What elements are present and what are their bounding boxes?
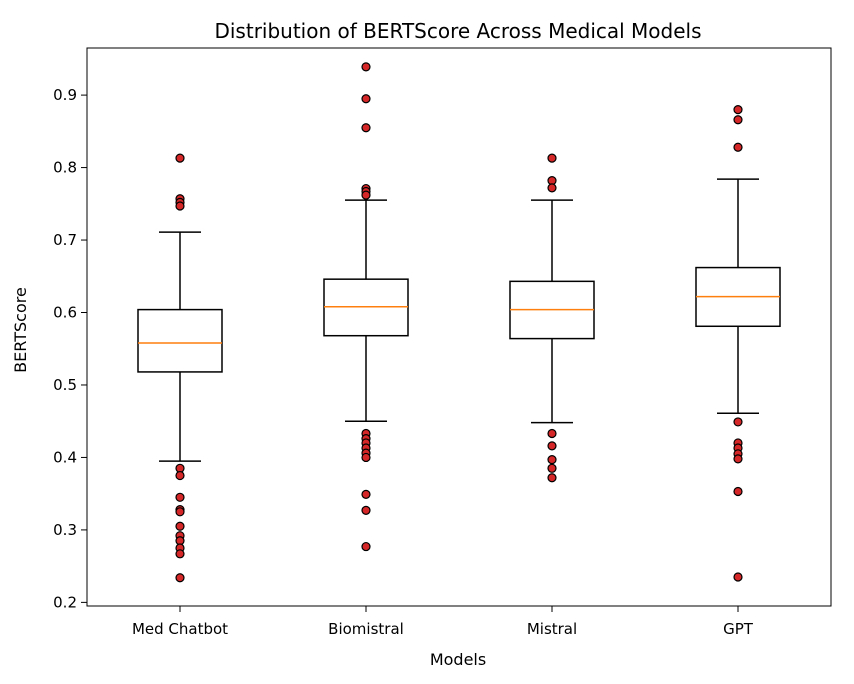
outlier-point	[361, 505, 371, 515]
x-axis: Med Chatbot Biomistral Mistral GPT	[132, 606, 754, 638]
outlier-point	[361, 123, 371, 133]
y-tick-label: 0.5	[53, 376, 77, 394]
axes-frame	[86, 47, 832, 607]
outlier-point	[733, 486, 743, 497]
chart-title: Distribution of BERTScore Across Medical…	[214, 19, 701, 43]
outlier-point	[175, 492, 185, 502]
y-tick-label: 0.9	[53, 86, 77, 104]
outlier-point	[733, 572, 743, 582]
outlier-point	[547, 473, 557, 483]
outlier-point	[361, 94, 371, 104]
outlier-point	[361, 452, 371, 463]
y-tick-label: 0.6	[53, 304, 77, 322]
y-tick-label: 0.8	[53, 159, 77, 177]
x-tick-label: Med Chatbot	[132, 620, 228, 638]
outlier-point	[361, 62, 371, 72]
outlier-point	[733, 104, 743, 115]
box-group	[695, 104, 781, 582]
outlier-point	[361, 541, 371, 552]
box-group	[509, 153, 595, 483]
outlier-point	[175, 507, 185, 517]
outlier-point	[361, 489, 371, 499]
box-group	[323, 62, 409, 552]
outlier-point	[547, 463, 557, 473]
y-tick-label: 0.3	[53, 521, 77, 539]
outlier-point	[733, 454, 743, 464]
x-axis-label: Models	[430, 650, 486, 669]
outlier-point	[175, 470, 185, 481]
outlier-point	[547, 183, 557, 193]
outlier-point	[547, 153, 557, 163]
y-tick-label: 0.2	[53, 593, 77, 611]
outlier-point	[361, 190, 371, 200]
outlier-point	[733, 417, 743, 427]
y-axis-label: BERTScore	[11, 287, 30, 373]
y-tick-label: 0.7	[53, 231, 77, 249]
x-tick-label: Biomistral	[328, 620, 404, 638]
outlier-point	[175, 153, 185, 163]
outlier-point	[733, 142, 743, 152]
y-axis: 0.2 0.3 0.4 0.5 0.6 0.7 0.8 0.9	[53, 86, 87, 611]
x-tick-label: Mistral	[527, 620, 577, 638]
outlier-point	[175, 549, 185, 559]
outlier-point	[547, 441, 557, 451]
outlier-point	[547, 428, 557, 439]
plot-area	[86, 47, 832, 607]
outlier-point	[175, 201, 185, 211]
outlier-point	[175, 521, 185, 531]
y-tick-label: 0.4	[53, 448, 77, 466]
x-tick-label: GPT	[723, 620, 754, 638]
iqr-box	[137, 308, 223, 373]
outlier-point	[733, 115, 743, 125]
box-group	[137, 153, 223, 583]
outlier-point	[175, 573, 185, 583]
outlier-point	[547, 455, 557, 465]
